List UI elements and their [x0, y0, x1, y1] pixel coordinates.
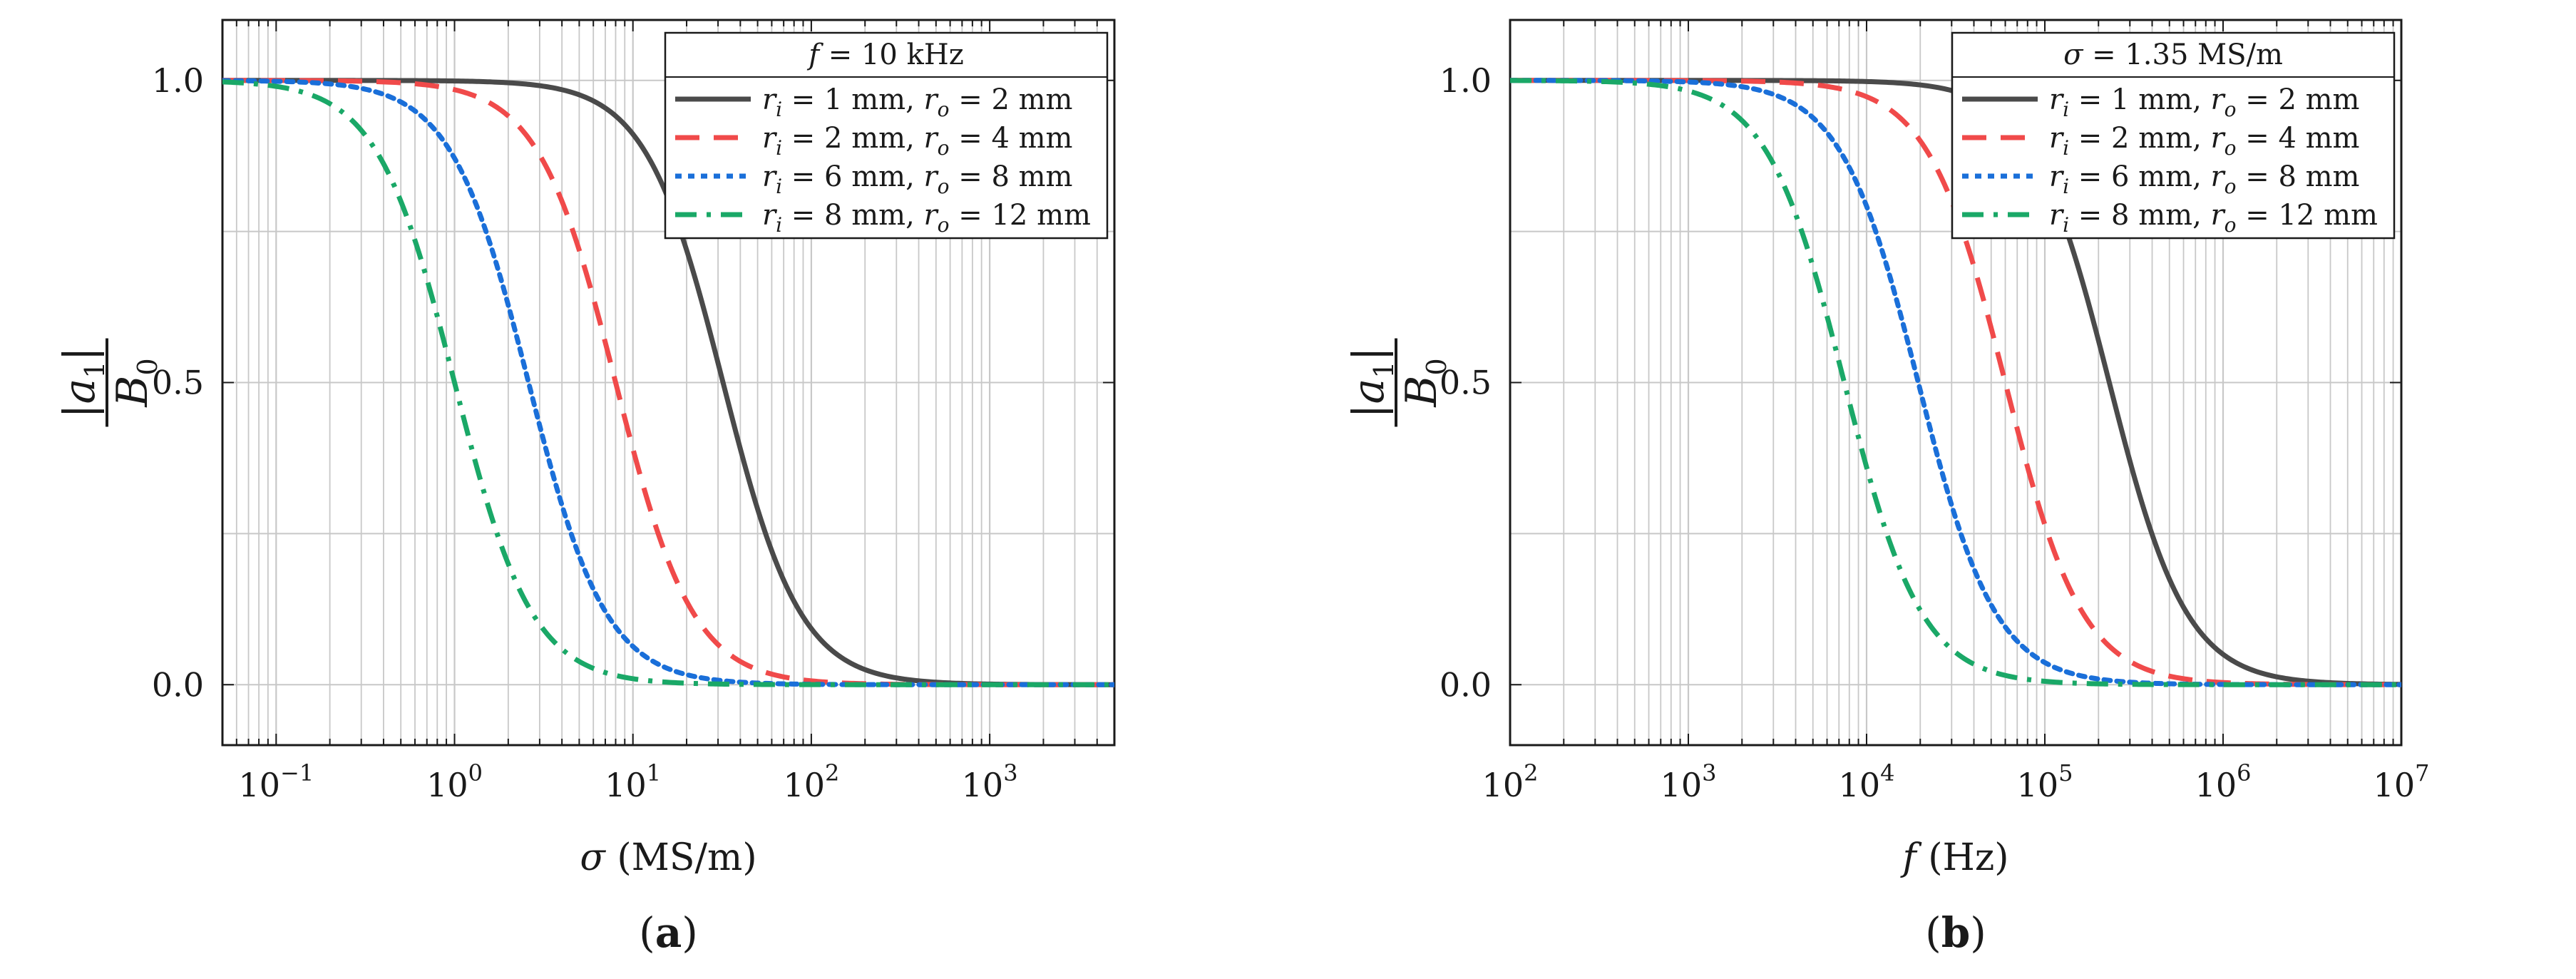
- y-tick-label: 0.5: [1440, 364, 1492, 402]
- y-label-numerator: |a1|: [1344, 347, 1400, 418]
- x-tick-base: 10: [2017, 766, 2059, 804]
- x-tick-base: 10: [605, 766, 647, 804]
- x-tick-exponent: 0: [468, 759, 483, 786]
- legend-entry-3: ri = 6 mm, ro = 8 mm: [762, 160, 1072, 198]
- legend-entry-3: ri = 6 mm, ro = 8 mm: [2049, 160, 2359, 198]
- x-tick-label: 107: [2374, 759, 2430, 804]
- x-tick-exponent: 1: [647, 759, 661, 786]
- legend-box: [1951, 31, 2396, 240]
- legend-box: [664, 31, 1109, 240]
- x-axis-unit: (MS/m): [617, 836, 756, 879]
- x-tick-base: 10: [1839, 766, 1881, 804]
- x-tick-base: 10: [238, 766, 280, 804]
- x-tick-exponent: 4: [1880, 759, 1894, 786]
- legend-title: σ = 1.35 MS/m: [2063, 39, 2283, 71]
- legend-entry-2: ri = 2 mm, ro = 4 mm: [2049, 122, 2359, 160]
- series-line-4: [222, 79, 1114, 687]
- x-tick-label: 106: [2195, 759, 2252, 804]
- y-label-denominator: B0: [108, 358, 163, 407]
- legend-entry-2: ri = 2 mm, ro = 4 mm: [762, 122, 1072, 160]
- y-axis-label: |a1|B0: [55, 338, 163, 427]
- x-tick-label: 103: [1661, 759, 1717, 804]
- x-tick-label: 102: [1482, 759, 1539, 804]
- y-tick-label: 0.0: [1440, 665, 1492, 704]
- x-tick-label: 102: [783, 759, 839, 804]
- x-tick-label: 100: [426, 759, 483, 804]
- x-tick-exponent: 6: [2237, 759, 2251, 786]
- y-label-numerator: |a1|: [55, 347, 111, 418]
- x-axis-variable: σ: [580, 836, 606, 879]
- legend-title: f = 10 kHz: [806, 39, 964, 71]
- x-tick-base: 10: [426, 766, 468, 804]
- x-tick-label: 10−1: [238, 759, 314, 804]
- x-tick-exponent: 3: [1003, 759, 1017, 786]
- legend-entry-4: ri = 8 mm, ro = 12 mm: [2049, 199, 2378, 237]
- legend-entry-1: ri = 1 mm, ro = 2 mm: [2049, 83, 2359, 121]
- x-tick-label: 104: [1839, 759, 1895, 804]
- x-tick-exponent: 3: [1702, 759, 1716, 786]
- x-tick-base: 10: [962, 766, 1004, 804]
- x-axis-label: f (Hz): [1899, 836, 2008, 879]
- x-tick-label: 103: [962, 759, 1018, 804]
- x-tick-exponent: 5: [2058, 759, 2073, 786]
- x-tick-base: 10: [1482, 766, 1524, 804]
- y-tick-label: 0.5: [152, 364, 204, 402]
- x-tick-base: 10: [783, 766, 825, 804]
- y-axis-label: |a1|B0: [1344, 338, 1452, 427]
- x-tick-exponent: −1: [280, 759, 314, 786]
- y-label-denominator: B0: [1397, 358, 1452, 407]
- y-tick-label: 1.0: [1440, 61, 1492, 100]
- x-tick-base: 10: [2195, 766, 2237, 804]
- x-tick-exponent: 2: [825, 759, 839, 786]
- x-axis-unit: (Hz): [1928, 836, 2008, 879]
- x-tick-label: 101: [605, 759, 661, 804]
- series-line-3: [222, 78, 1114, 687]
- legend-entry-1: ri = 1 mm, ro = 2 mm: [762, 83, 1072, 121]
- x-tick-base: 10: [2374, 766, 2416, 804]
- series-line-4: [1510, 78, 2401, 687]
- legend-entry-4: ri = 8 mm, ro = 12 mm: [762, 199, 1091, 237]
- series-line-3: [1510, 78, 2401, 687]
- x-tick-exponent: 2: [1524, 759, 1538, 786]
- x-tick-label: 105: [2017, 759, 2073, 804]
- y-tick-label: 0.0: [152, 665, 204, 704]
- x-axis-label: σ (MS/m): [580, 836, 756, 879]
- x-tick-base: 10: [1661, 766, 1703, 804]
- panel-caption: (b): [1925, 908, 1986, 957]
- x-tick-exponent: 7: [2415, 759, 2429, 786]
- panel-caption: (a): [639, 908, 698, 957]
- y-tick-label: 1.0: [152, 61, 204, 100]
